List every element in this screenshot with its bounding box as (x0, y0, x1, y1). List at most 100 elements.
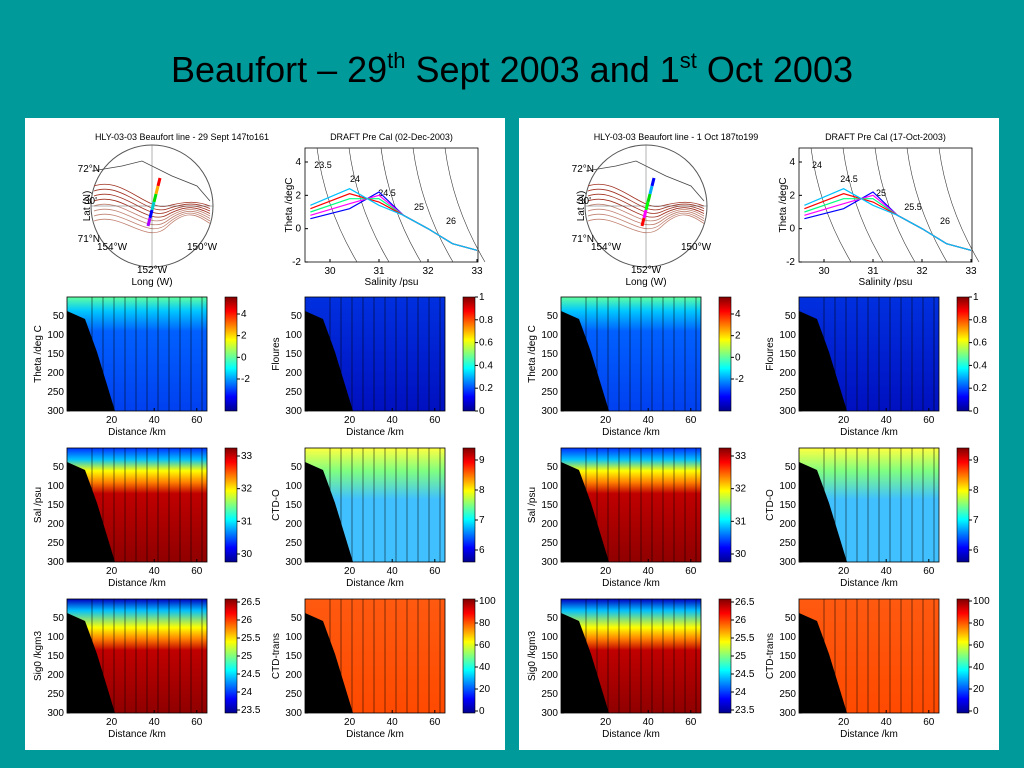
section-y-tick-label: 300 (285, 557, 302, 568)
section-y-tick-label: 50 (291, 462, 303, 473)
section-y-tick-label: 250 (779, 387, 796, 398)
colorbar-tick-label: 7 (479, 515, 485, 526)
ts-x-tick-label: 33 (471, 266, 483, 277)
colorbar-tick-label: 100 (973, 596, 990, 607)
colorbar-tick-label: 30 (735, 549, 747, 560)
section-y-tick-label: 100 (541, 481, 558, 492)
section-xlabel: Distance /km (840, 729, 898, 740)
section-y-tick-label: 100 (285, 481, 302, 492)
ts-ylabel: Theta /degC (778, 177, 789, 232)
ts-xlabel: Salinity /psu (859, 277, 913, 288)
section-x-tick-label: 40 (643, 415, 655, 426)
section-y-tick-label: 300 (541, 708, 558, 719)
section-y-tick-label: 200 (47, 670, 64, 681)
section-x-tick-label: 40 (387, 717, 399, 728)
section-y-tick-label: 250 (285, 387, 302, 398)
section-y-tick-label: 200 (285, 368, 302, 379)
isopycnal (938, 147, 980, 263)
bathymetry-contour (93, 212, 211, 230)
colorbar (718, 598, 732, 714)
section-xlabel: Distance /km (602, 427, 660, 438)
colorbar-tick-label: 40 (973, 662, 985, 673)
section-x-tick-label: 60 (923, 415, 935, 426)
seabed (67, 462, 115, 562)
colorbar-tick-label: 60 (479, 640, 491, 651)
section-y-tick-label: 150 (47, 500, 64, 511)
map-label: 71°N (572, 234, 594, 245)
section-y-tick-label: 150 (285, 651, 302, 662)
section-ylabel: Floures (765, 337, 776, 370)
section-x-tick-label: 60 (191, 717, 203, 728)
section-x-tick-label: 60 (191, 415, 203, 426)
section-y-tick-label: 100 (541, 330, 558, 341)
seabed (305, 462, 353, 562)
isopycnal-label: 23.5 (314, 160, 332, 170)
section-xlabel: Distance /km (602, 729, 660, 740)
map-label: 30' (578, 196, 591, 207)
map-ylabel: Lat (N) (82, 191, 93, 222)
isopycnal-label: 25.5 (904, 202, 922, 212)
isopycnal (444, 147, 486, 263)
section-xlabel: Distance /km (108, 729, 166, 740)
section-y-tick-label: 200 (541, 368, 558, 379)
section-y-tick-label: 100 (779, 330, 796, 341)
section-x-tick-label: 20 (344, 717, 356, 728)
bathymetry-contour (587, 188, 705, 211)
map-label: 154°W (591, 242, 622, 253)
section-y-tick-label: 150 (47, 349, 64, 360)
section-x-tick-label: 20 (106, 415, 118, 426)
ts-x-tick-label: 30 (324, 266, 336, 277)
map-xlabel: Long (W) (625, 277, 666, 288)
section-xlabel: Distance /km (602, 578, 660, 589)
colorbar-tick-label: 40 (479, 662, 491, 673)
section-y-tick-label: 100 (541, 632, 558, 643)
section-xlabel: Distance /km (346, 729, 404, 740)
section-x-tick-label: 20 (344, 566, 356, 577)
section-x-tick-label: 40 (881, 566, 893, 577)
colorbar-tick-label: 8 (479, 485, 485, 496)
section-x-tick-label: 40 (149, 415, 161, 426)
colorbar-tick-label: 31 (241, 516, 253, 527)
colorbar-tick-label: 23.5 (735, 705, 755, 716)
section-x-tick-label: 60 (685, 566, 697, 577)
colorbar-tick-label: 4 (735, 309, 741, 320)
seabed (561, 311, 609, 411)
bathymetry-contour (93, 193, 211, 214)
ts-y-tick-label: -2 (292, 257, 301, 268)
station-track (642, 209, 648, 219)
section-x-tick-label: 20 (838, 415, 850, 426)
section-x-tick-label: 40 (643, 566, 655, 577)
colorbar-tick-label: 2 (735, 331, 741, 342)
map-label: 150°W (681, 242, 712, 253)
colorbar (224, 598, 238, 714)
isopycnal (316, 147, 358, 263)
colorbar-tick-label: 80 (973, 618, 985, 629)
ts-x-tick-label: 32 (422, 266, 434, 277)
section-y-tick-label: 50 (547, 311, 559, 322)
section-x-tick-label: 60 (685, 717, 697, 728)
seabed (67, 613, 115, 713)
section-x-tick-label: 60 (429, 566, 441, 577)
section-x-tick-label: 60 (429, 415, 441, 426)
section-y-tick-label: 150 (779, 349, 796, 360)
section-x-tick-label: 20 (838, 717, 850, 728)
colorbar-tick-label: 24 (735, 687, 747, 698)
section-y-tick-label: 150 (285, 500, 302, 511)
section-y-tick-label: 300 (541, 406, 558, 417)
section-xlabel: Distance /km (108, 427, 166, 438)
section-y-tick-label: 200 (779, 368, 796, 379)
title-part: Oct 2003 (697, 49, 853, 90)
colorbar-tick-label: 0 (973, 706, 979, 717)
map-label: 152°W (137, 265, 168, 276)
section-y-tick-label: 200 (779, 670, 796, 681)
isopycnal-label: 24 (812, 160, 822, 170)
section-y-tick-label: 100 (285, 330, 302, 341)
bathymetry-contour (93, 214, 211, 234)
section-y-tick-label: 50 (785, 311, 797, 322)
section-y-tick-label: 250 (47, 689, 64, 700)
section-y-tick-label: 300 (779, 557, 796, 568)
ts-profile (310, 187, 478, 251)
map-label: 152°W (631, 265, 662, 276)
section-y-tick-label: 250 (47, 387, 64, 398)
